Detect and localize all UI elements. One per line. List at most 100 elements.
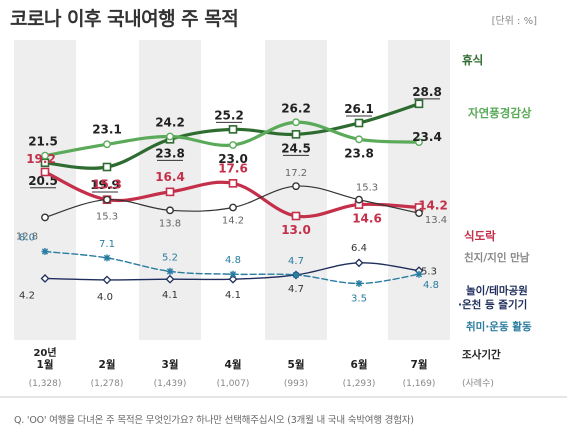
legend-label: 자연풍경감상 (468, 106, 532, 120)
data-point (415, 138, 423, 147)
data-point (291, 130, 301, 139)
data-point (103, 195, 111, 204)
data-label: 23.8 (155, 146, 185, 160)
data-label: 13.0 (281, 223, 311, 237)
data-label: 25.2 (214, 108, 244, 122)
legend-label: 친지/지인 만남 (464, 251, 530, 264)
x-tick-label: 5월 (288, 358, 305, 371)
data-point (228, 125, 238, 134)
data-label: 13.8 (159, 218, 181, 229)
legend-label: 취미·운동 활동 (466, 320, 532, 333)
data-point (414, 99, 424, 109)
data-label: 4.0 (97, 292, 113, 303)
x-tick-label: 1월 (37, 358, 54, 371)
data-label: 12.8 (16, 231, 38, 242)
data-label: 13.4 (425, 215, 447, 226)
sample-size-label: (1,293) (343, 379, 376, 389)
data-label: 23.8 (344, 146, 374, 160)
chart-title: 코로나 이후 국내여행 주 목적 (10, 8, 239, 30)
data-label: 23.1 (92, 122, 122, 136)
data-point (41, 151, 49, 160)
data-label: 15.3 (92, 178, 122, 192)
data-point (415, 270, 423, 278)
data-point (229, 141, 237, 149)
data-label: 20.5 (28, 174, 58, 188)
data-point (228, 179, 238, 188)
data-label: 3.5 (351, 293, 367, 304)
data-point (355, 135, 363, 144)
data-point (165, 274, 175, 284)
sample-size-label: (1,328) (29, 379, 62, 389)
data-label: 15.3 (96, 212, 118, 223)
data-label: 5.3 (421, 267, 437, 278)
data-point (229, 203, 237, 212)
data-point (292, 271, 300, 279)
data-point (415, 209, 423, 218)
data-label: 21.5 (28, 135, 58, 149)
sample-size-label: (1,007) (217, 379, 250, 389)
data-label: 17.6 (218, 161, 248, 175)
data-label: 28.8 (412, 85, 442, 99)
data-label: 5.2 (162, 252, 178, 263)
legend-label: 식도락 (464, 229, 496, 243)
data-point (102, 275, 112, 285)
data-label: 7.1 (99, 239, 115, 250)
data-point (41, 213, 49, 222)
month-band (388, 40, 450, 340)
data-point (41, 248, 49, 255)
data-label: 4.8 (423, 280, 439, 291)
data-label: 4.7 (288, 256, 304, 267)
x-tick-label: 4월 (225, 358, 242, 371)
data-label: 23.0 (218, 152, 248, 166)
year-label: 20년 (33, 346, 56, 359)
data-label: 19.2 (26, 152, 56, 166)
data-label: 4.2 (19, 290, 35, 301)
month-band (14, 40, 76, 340)
data-point (166, 206, 174, 215)
data-label: 14.2 (418, 198, 448, 212)
x-tick-label: 3월 (162, 358, 179, 371)
data-label: 4.8 (225, 255, 241, 266)
survey-question: Q. 'OO' 여행을 다녀온 주 목적은 무엇인가요? 하나만 선택해주십시오… (14, 415, 414, 426)
data-point (228, 274, 238, 284)
data-point (291, 211, 301, 221)
data-label: 4.7 (288, 284, 304, 295)
data-point (40, 274, 50, 283)
data-label: 26.2 (281, 101, 311, 115)
sample-size-label: (1,439) (154, 379, 187, 389)
data-label: 16.4 (155, 170, 185, 184)
data-point (103, 140, 111, 149)
data-point (40, 167, 50, 177)
data-label: 14.2 (222, 215, 244, 226)
x-tick-label: 7월 (411, 358, 428, 371)
sample-size-label: (1,169) (403, 379, 436, 389)
legend-label: 휴식 (462, 53, 483, 67)
data-point (103, 254, 111, 262)
data-point (166, 267, 174, 275)
sample-size-label: (1,278) (91, 379, 124, 389)
data-point (229, 270, 237, 278)
sample-count-label: (사례수) (462, 378, 494, 389)
data-label: 19.9 (90, 178, 120, 192)
data-point (355, 195, 363, 204)
data-point (292, 182, 300, 191)
data-point (354, 118, 364, 128)
data-point (355, 279, 363, 287)
data-label: 4.1 (225, 290, 241, 301)
data-label: 24.2 (155, 115, 185, 129)
data-label: 6.4 (351, 243, 367, 254)
data-point (292, 118, 300, 127)
data-label: 26.1 (344, 102, 374, 116)
sample-size-label: (993) (284, 379, 308, 389)
data-point (166, 132, 174, 141)
data-point (354, 258, 364, 268)
data-label: 17.2 (285, 168, 307, 179)
legend-label: ·온천 등 즐기기 (458, 298, 527, 311)
unit-label: [단위 : %] (491, 16, 537, 27)
data-label: 15.3 (356, 183, 378, 194)
data-label: 24.5 (281, 141, 311, 155)
legend-label: 놀이/테마공원 (466, 284, 528, 297)
x-tick-label: 2월 (99, 358, 116, 371)
data-label: 4.1 (162, 290, 178, 301)
